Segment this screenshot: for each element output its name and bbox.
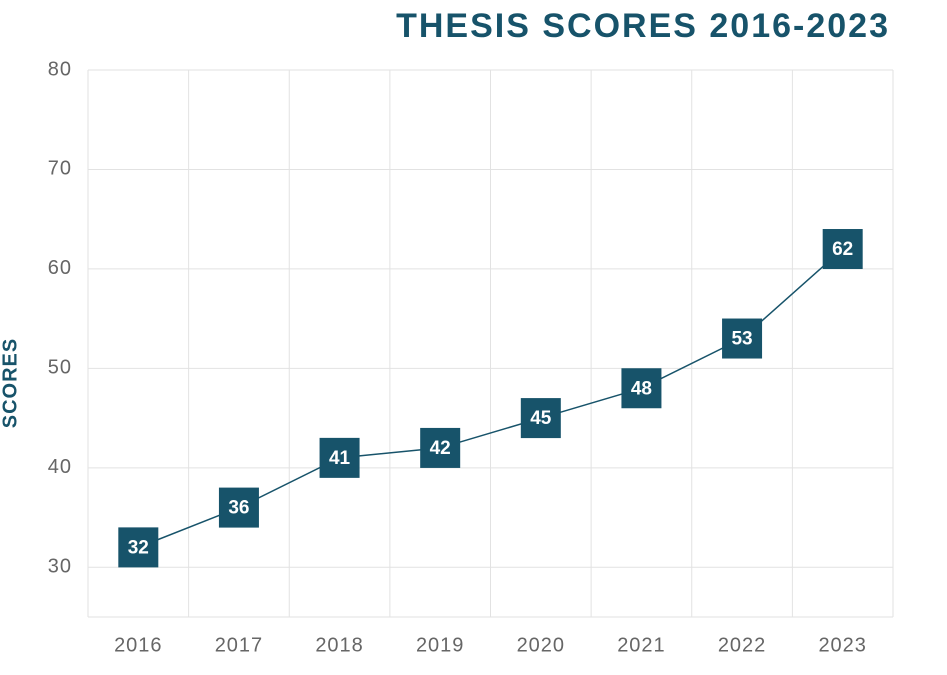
chart-title: THESIS SCORES 2016-2023: [396, 7, 890, 45]
data-label: 32: [128, 537, 149, 558]
data-point: [621, 368, 662, 409]
data-label: 42: [430, 438, 451, 459]
data-label: 48: [631, 378, 652, 399]
x-tick-label: 2016: [114, 634, 163, 656]
data-point: [822, 229, 863, 270]
y-tick-label: 50: [48, 357, 72, 379]
data-point: [319, 437, 360, 478]
y-tick-label: 60: [48, 257, 72, 279]
data-label: 53: [731, 329, 752, 350]
data-label: 45: [530, 408, 552, 429]
data-label: 36: [228, 498, 249, 519]
y-tick-label: 40: [48, 456, 72, 478]
data-label: 62: [832, 239, 853, 260]
x-tick-label: 2023: [818, 634, 867, 656]
x-tick-label: 2022: [718, 634, 767, 656]
data-point: [218, 487, 259, 528]
x-tick-label: 2021: [617, 634, 666, 656]
x-tick-label: 2020: [517, 634, 566, 656]
data-point: [118, 527, 159, 568]
x-tick-label: 2018: [315, 634, 364, 656]
data-point: [722, 318, 763, 359]
y-axis-label: SCORES: [0, 338, 21, 428]
data-label: 41: [329, 448, 351, 469]
y-tick-label: 70: [48, 158, 72, 180]
y-tick-label: 30: [48, 556, 72, 578]
x-tick-label: 2019: [416, 634, 465, 656]
y-tick-label: 80: [48, 58, 72, 80]
x-tick-label: 2017: [215, 634, 264, 656]
data-point: [420, 427, 461, 468]
data-point: [520, 398, 561, 439]
